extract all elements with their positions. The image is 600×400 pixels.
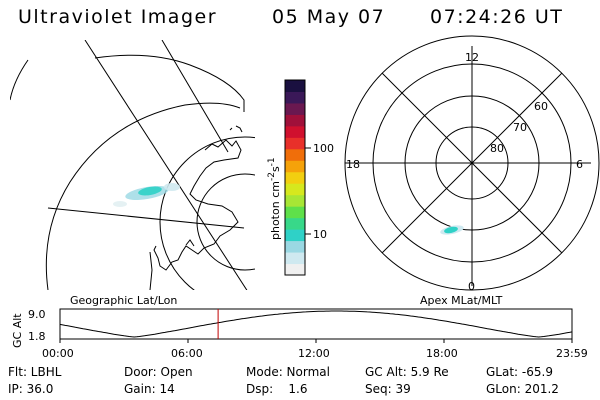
colorbar-cell [285, 229, 305, 242]
mlat-label-70: 70 [513, 121, 527, 134]
observation-time: 07:24:26 UT [430, 6, 564, 28]
colorbar-cell [285, 217, 305, 230]
colorbar-cell [285, 114, 305, 127]
mlat-label-80: 80 [490, 142, 504, 155]
colorbar-cell [285, 160, 305, 173]
ip-value: IP: 36.0 [8, 382, 54, 396]
colorbar-cell [285, 102, 305, 115]
colorbar-cell [285, 125, 305, 138]
colorbar-cell [285, 194, 305, 207]
mlt-label-6: 6 [576, 158, 583, 171]
sequence-number: Seq: 39 [365, 382, 411, 396]
colorbar: 100 10 photon cm-2s-1 [267, 79, 334, 276]
geographic-map [10, 40, 255, 290]
colorbar-cell [285, 206, 305, 219]
observation-date: 05 May 07 [272, 6, 386, 28]
mlt-label-18: 18 [346, 158, 360, 171]
colorbar-tick-10: 10 [313, 228, 327, 241]
mlt-label-12: 12 [465, 51, 479, 64]
colorbar-cell [285, 240, 305, 253]
door-status: Door: Open [124, 365, 193, 379]
colorbar-cell [285, 263, 305, 276]
geo-latitude: GLat: -65.9 [486, 365, 553, 379]
gain-value: Gain: 14 [124, 382, 175, 396]
colorbar-cell [285, 91, 305, 104]
dsp-value: Dsp: 1.6 [246, 382, 308, 396]
polar-labels: 12 18 6 0 60 70 80 [346, 51, 583, 293]
polar-aurora-emission [440, 225, 464, 235]
altitude-curve [59, 310, 573, 338]
timeline-xtick-0600: 06:00 [171, 347, 203, 360]
geo-panel-label: Geographic Lat/Lon [70, 294, 177, 307]
filter-value: Flt: LBHL [8, 365, 62, 379]
gc-altitude: GC Alt: 5.9 Re [365, 365, 449, 379]
colorbar-cell [285, 252, 305, 265]
colorbar-unit-label: photon cm-2s-1 [267, 157, 282, 240]
timeline-xtick-1800: 18:00 [426, 347, 458, 360]
mlt-label-0: 0 [468, 280, 475, 293]
timeline-xtick-0000: 00:00 [42, 347, 74, 360]
geo-aurora-emission [113, 183, 180, 207]
instrument-title: Ultraviolet Imager [18, 6, 218, 28]
colorbar-cell [285, 137, 305, 150]
polar-map [344, 35, 600, 291]
mlat-label-60: 60 [534, 100, 548, 113]
timeline-xtick-1200: 12:00 [298, 347, 330, 360]
geo-longitude: GLon: 201.2 [486, 382, 559, 396]
mode-value: Mode: Normal [246, 365, 330, 379]
colorbar-cell [285, 183, 305, 196]
colorbar-cell [285, 80, 305, 92]
timeline-ytick-top: 9.0 [28, 308, 46, 321]
timeline-ylabel: GC Alt [11, 313, 24, 348]
polar-panel-label: Apex MLat/MLT [420, 294, 503, 307]
orbit-timeline: GC Alt 9.0 1.8 00:00 06:00 12:00 18:00 2… [11, 308, 588, 360]
colorbar-cell [285, 148, 305, 161]
timeline-xtick-2359: 23:59 [556, 347, 588, 360]
colorbar-cell [285, 171, 305, 184]
colorbar-tick-100: 100 [313, 142, 334, 155]
timeline-ytick-bottom: 1.8 [28, 330, 46, 343]
